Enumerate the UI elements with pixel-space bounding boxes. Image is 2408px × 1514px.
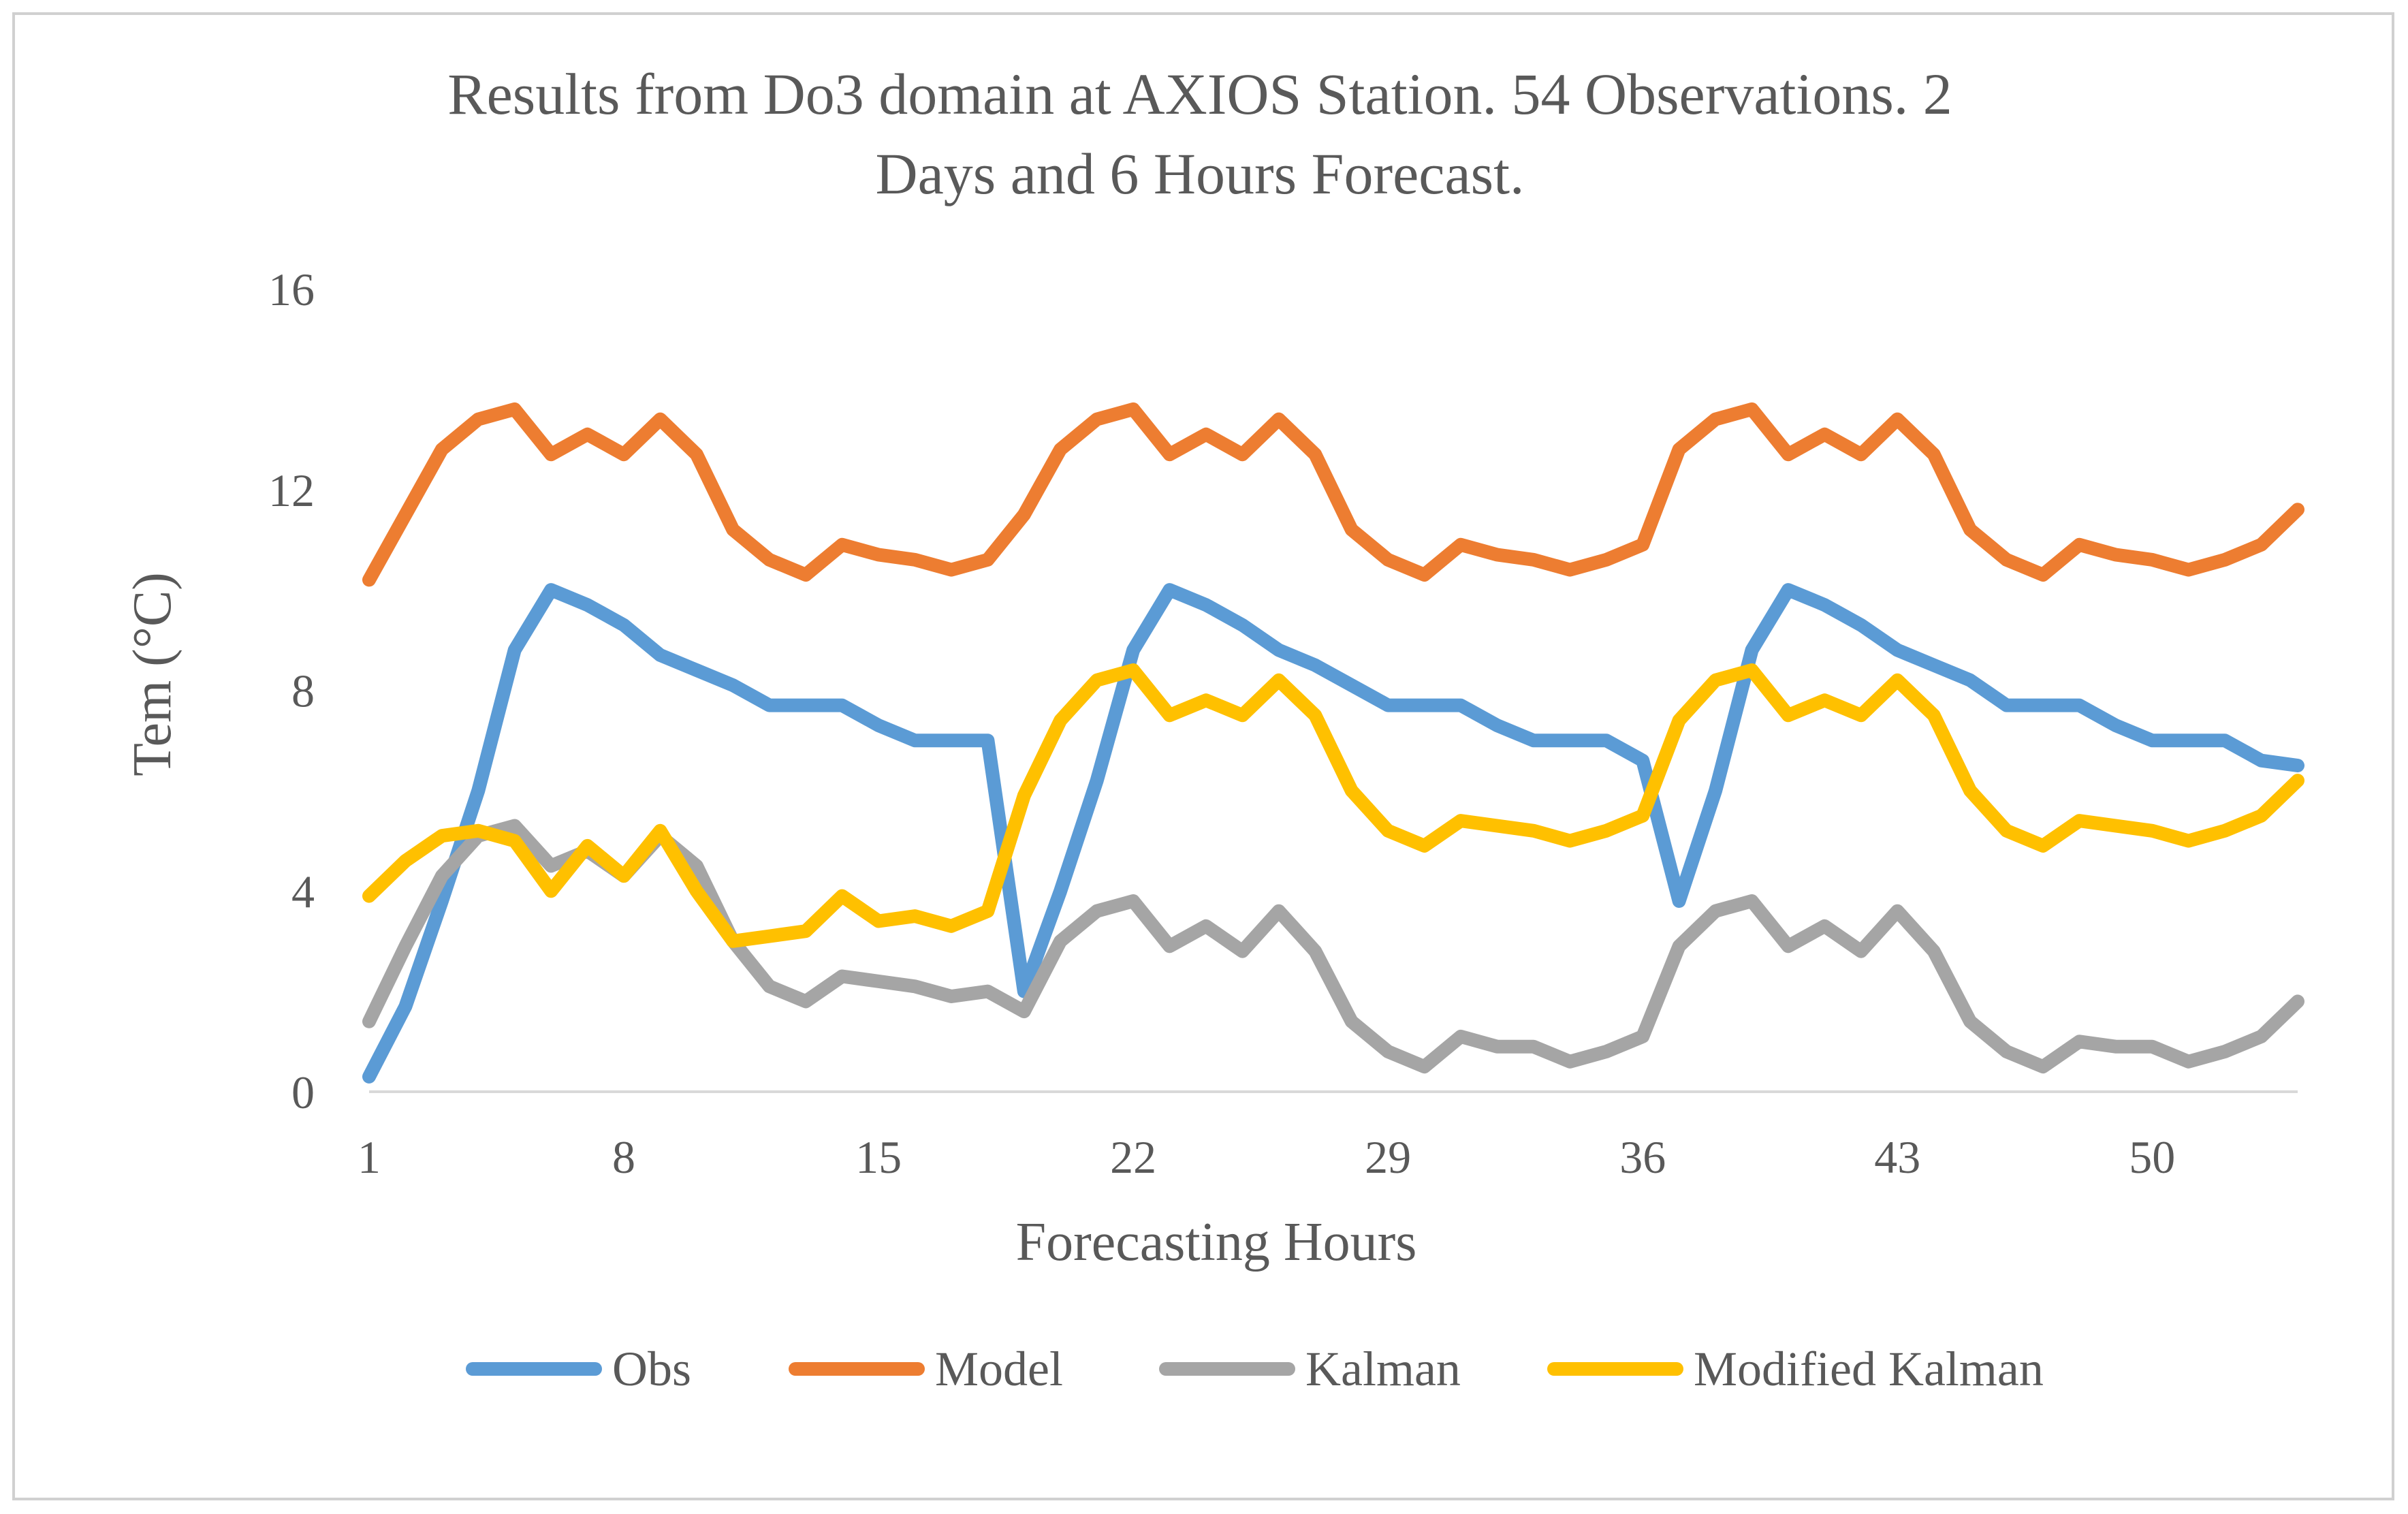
- y-axis-title: Tem (°C): [123, 572, 183, 776]
- series-line-obs: [362, 583, 2304, 1084]
- legend-item-modified-kalman: Modified Kalman: [1547, 1342, 2044, 1396]
- legend-label: Kalman: [1305, 1342, 1461, 1396]
- x-tick-label: 1: [358, 1131, 381, 1183]
- x-tick-label: 22: [1110, 1131, 1156, 1183]
- y-tick-label: 0: [291, 1067, 315, 1118]
- legend-label: Modified Kalman: [1694, 1342, 2044, 1396]
- y-axis-ticks: 0 4 8 12 16: [268, 264, 315, 1118]
- chart-title: Results from Do3 domain at AXIOS Station…: [447, 61, 1952, 206]
- series-line-kalman: [362, 819, 2304, 1074]
- y-tick-label: 4: [291, 866, 315, 917]
- legend-item-obs: Obs: [466, 1342, 691, 1396]
- chart-frame: Results from Do3 domain at AXIOS Station…: [12, 12, 2394, 1500]
- x-tick-label: 36: [1619, 1131, 1666, 1183]
- series-lines: [362, 402, 2304, 1084]
- chart-title-line-2: Days and 6 Hours Forecast.: [876, 141, 1525, 206]
- y-tick-label: 8: [291, 665, 315, 717]
- x-tick-label: 29: [1365, 1131, 1411, 1183]
- x-tick-label: 43: [1874, 1131, 1920, 1183]
- x-tick-label: 15: [855, 1131, 902, 1183]
- x-axis-title: Forecasting Hours: [1016, 1212, 1417, 1272]
- series-line-model: [362, 402, 2304, 587]
- legend-item-kalman: Kalman: [1159, 1342, 1461, 1396]
- legend-label: Model: [935, 1342, 1063, 1396]
- y-tick-label: 16: [268, 264, 315, 315]
- x-axis-ticks: 1 8 15 22 29 36 43 50: [358, 1131, 2175, 1183]
- chart-title-line-1: Results from Do3 domain at AXIOS Station…: [447, 61, 1952, 127]
- series-line-modified-kalman: [362, 663, 2304, 948]
- y-tick-label: 12: [268, 464, 315, 516]
- legend: Obs Model Kalman Modified Kalman: [466, 1342, 2044, 1396]
- legend-item-model: Model: [789, 1342, 1063, 1396]
- legend-label: Obs: [612, 1342, 691, 1396]
- x-tick-label: 8: [612, 1131, 635, 1183]
- line-chart: Results from Do3 domain at AXIOS Station…: [123, 61, 2304, 1396]
- x-tick-label: 50: [2129, 1131, 2175, 1183]
